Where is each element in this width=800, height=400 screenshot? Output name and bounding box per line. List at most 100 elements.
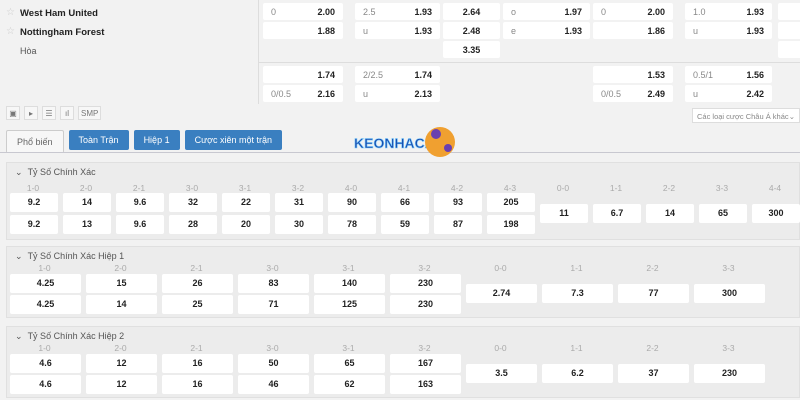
away-score-odds[interactable]: 28 bbox=[169, 215, 217, 234]
away-score-odds[interactable]: 59 bbox=[381, 215, 429, 234]
score-label: 3-0 bbox=[185, 183, 199, 193]
tab-full-match[interactable]: Toàn Trận bbox=[68, 130, 129, 150]
odds-cell[interactable]: 2.64 bbox=[443, 3, 500, 20]
away-score-odds[interactable]: 46 bbox=[238, 375, 309, 394]
away-score-odds[interactable]: 4.25 bbox=[10, 295, 81, 314]
away-score-odds[interactable]: 163 bbox=[390, 375, 461, 394]
home-score-odds[interactable]: 4.6 bbox=[10, 354, 81, 373]
home-score-odds[interactable]: 16 bbox=[162, 354, 233, 373]
draw-score-odds[interactable]: 2.74 bbox=[466, 284, 537, 303]
draw-score-odds[interactable]: 14 bbox=[646, 204, 694, 223]
calendar-icon[interactable]: ▣ bbox=[6, 106, 20, 120]
odds-cell[interactable]: 0 2.00 bbox=[263, 3, 343, 20]
stats-icon[interactable]: ıl bbox=[60, 106, 74, 120]
odds-cell[interactable]: 2.5 1.93 bbox=[355, 3, 440, 20]
draw-score-odds[interactable]: 6.2 bbox=[542, 364, 613, 383]
odds-cell[interactable]: u 1.93 bbox=[685, 22, 772, 39]
tab-popular[interactable]: Phổ biến bbox=[6, 130, 64, 153]
home-score-odds[interactable]: 15 bbox=[86, 274, 157, 293]
odds-value: 2.16 bbox=[317, 89, 335, 99]
odds-cell[interactable]: u 2.13 bbox=[355, 85, 440, 102]
draw-score-odds[interactable]: 300 bbox=[752, 204, 800, 223]
odds-cell[interactable]: 1.88 bbox=[263, 22, 343, 39]
draw-score-odds[interactable]: 11 bbox=[540, 204, 588, 223]
draw-score-odds[interactable]: 65 bbox=[699, 204, 747, 223]
section-header[interactable]: ⌄ Tỷ Số Chính Xác Hiệp 1 bbox=[15, 251, 124, 262]
away-score-odds[interactable]: 87 bbox=[434, 215, 482, 234]
home-score-odds[interactable]: 4.25 bbox=[10, 274, 81, 293]
odds-value: 1.93 bbox=[564, 26, 582, 36]
odds-cell[interactable]: 0/0.5 2.49 bbox=[593, 85, 673, 102]
odds-value: 2.42 bbox=[746, 89, 764, 99]
section-header[interactable]: ⌄ Tỷ Số Chính Xác Hiệp 2 bbox=[15, 331, 124, 342]
away-score-odds[interactable]: 198 bbox=[487, 215, 535, 234]
home-score-odds[interactable]: 140 bbox=[314, 274, 385, 293]
odds-value: 1.97 bbox=[564, 7, 582, 17]
home-score-odds[interactable]: 83 bbox=[238, 274, 309, 293]
home-score-odds[interactable]: 14 bbox=[63, 193, 111, 212]
away-score-odds[interactable]: 125 bbox=[314, 295, 385, 314]
home-score-odds[interactable]: 50 bbox=[238, 354, 309, 373]
home-score-odds[interactable]: 9.2 bbox=[10, 193, 58, 212]
home-score-odds[interactable]: 205 bbox=[487, 193, 535, 212]
draw-score-odds[interactable]: 77 bbox=[618, 284, 689, 303]
odds-cell[interactable]: 1.74 bbox=[263, 66, 343, 83]
favorite-star-icon[interactable]: ☆ bbox=[6, 7, 15, 18]
draw-score-odds[interactable]: 230 bbox=[694, 364, 765, 383]
handicap-label: 0 bbox=[271, 7, 277, 17]
odds-cell[interactable]: 0 2.00 bbox=[593, 3, 673, 20]
home-score-odds[interactable]: 66 bbox=[381, 193, 429, 212]
odds-cell[interactable]: 1.53 bbox=[593, 66, 673, 83]
home-score-odds[interactable]: 9.6 bbox=[116, 193, 164, 212]
odds-cell[interactable]: 3.35 bbox=[443, 41, 500, 58]
odds-cell[interactable]: 1.0 1.93 bbox=[685, 3, 772, 20]
home-score-odds[interactable]: 167 bbox=[390, 354, 461, 373]
away-score-odds[interactable]: 16 bbox=[162, 375, 233, 394]
home-score-odds[interactable]: 31 bbox=[275, 193, 323, 212]
smp-button[interactable]: SMP bbox=[78, 106, 102, 120]
away-score-odds[interactable]: 12 bbox=[86, 375, 157, 394]
draw-score-odds[interactable]: 3.5 bbox=[466, 364, 537, 383]
away-score-odds[interactable]: 30 bbox=[275, 215, 323, 234]
away-score-odds[interactable]: 230 bbox=[390, 295, 461, 314]
away-score-odds[interactable]: 25 bbox=[162, 295, 233, 314]
score-label: 3-1 bbox=[342, 343, 355, 353]
odds-cell[interactable]: u 2.42 bbox=[685, 85, 772, 102]
home-score-odds[interactable]: 12 bbox=[86, 354, 157, 373]
odds-cell[interactable]: 0.5/1 1.56 bbox=[685, 66, 772, 83]
list-icon[interactable]: ☰ bbox=[42, 106, 56, 120]
home-score-odds[interactable]: 26 bbox=[162, 274, 233, 293]
away-score-odds[interactable]: 13 bbox=[63, 215, 111, 234]
odds-cell[interactable]: o 1.97 bbox=[503, 3, 590, 20]
tab-same-game-parlay[interactable]: Cược xiên một trận bbox=[184, 130, 283, 150]
away-score-odds[interactable]: 20 bbox=[222, 215, 270, 234]
home-score-odds[interactable]: 93 bbox=[434, 193, 482, 212]
tab-first-half[interactable]: Hiệp 1 bbox=[133, 130, 180, 150]
away-score-odds[interactable]: 71 bbox=[238, 295, 309, 314]
section-header[interactable]: ⌄ Tỷ Số Chính Xác bbox=[15, 167, 96, 178]
play-icon[interactable]: ▸ bbox=[24, 106, 38, 120]
draw-score-odds[interactable]: 6.7 bbox=[593, 204, 641, 223]
draw-score-odds[interactable]: 7.3 bbox=[542, 284, 613, 303]
odds-cell[interactable]: e 1.93 bbox=[503, 22, 590, 39]
away-score-odds[interactable]: 9.2 bbox=[10, 215, 58, 234]
odds-cell[interactable]: 1.86 bbox=[593, 22, 673, 39]
odds-cell[interactable]: 0/0.5 2.16 bbox=[263, 85, 343, 102]
draw-score-odds[interactable]: 37 bbox=[618, 364, 689, 383]
away-score-odds[interactable]: 4.6 bbox=[10, 375, 81, 394]
away-score-odds[interactable]: 14 bbox=[86, 295, 157, 314]
home-score-odds[interactable]: 32 bbox=[169, 193, 217, 212]
odds-cell[interactable]: u 1.93 bbox=[355, 22, 440, 39]
odds-cell[interactable]: 2/2.5 1.74 bbox=[355, 66, 440, 83]
home-score-odds[interactable]: 22 bbox=[222, 193, 270, 212]
home-score-odds[interactable]: 65 bbox=[314, 354, 385, 373]
odds-cell[interactable]: 2.48 bbox=[443, 22, 500, 39]
away-score-odds[interactable]: 62 bbox=[314, 375, 385, 394]
home-score-odds[interactable]: 90 bbox=[328, 193, 376, 212]
draw-score-odds[interactable]: 300 bbox=[694, 284, 765, 303]
away-score-odds[interactable]: 9.6 bbox=[116, 215, 164, 234]
away-score-odds[interactable]: 78 bbox=[328, 215, 376, 234]
home-score-odds[interactable]: 230 bbox=[390, 274, 461, 293]
other-bets-select[interactable]: Các loại cược Châu Á khác ⌄ bbox=[692, 108, 800, 123]
favorite-star-icon[interactable]: ☆ bbox=[6, 26, 15, 37]
